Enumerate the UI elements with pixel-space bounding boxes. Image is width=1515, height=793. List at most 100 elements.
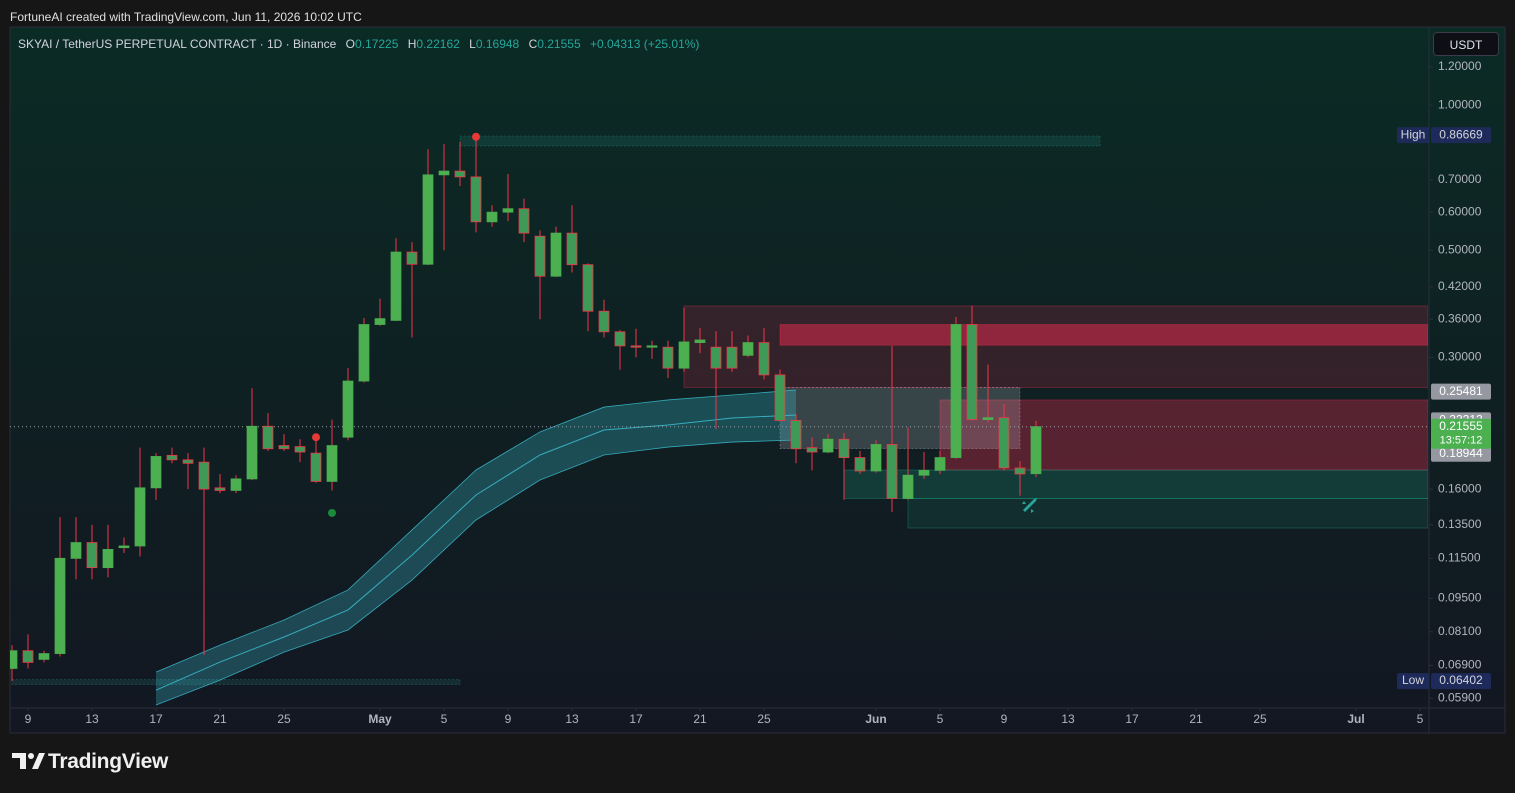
watermark: FortuneAI created with TradingView.com, …	[10, 10, 362, 24]
ohlc-key: C	[528, 37, 538, 51]
candle-body	[166, 454, 178, 461]
candle-body	[534, 235, 546, 277]
candle-body	[454, 170, 466, 178]
ribbon-upper	[155, 389, 797, 673]
candle-body	[630, 345, 642, 348]
zone	[11, 679, 461, 685]
candle-body	[38, 653, 50, 660]
candle-body	[870, 444, 882, 472]
candle-body	[582, 264, 594, 312]
brand-logo	[12, 753, 45, 769]
candle-body	[246, 425, 258, 480]
signal-dot	[312, 433, 320, 442]
candle-body	[262, 425, 274, 450]
candle-body	[22, 650, 34, 663]
y-tick-label: 0.50000	[1438, 243, 1482, 257]
ribbon-middle	[155, 414, 797, 691]
zone	[683, 305, 1428, 388]
countdown: 13:57:12	[1440, 435, 1483, 447]
price-label: 0.18944	[1439, 446, 1483, 460]
candle-body	[902, 474, 914, 499]
y-tick-label: 0.06900	[1438, 658, 1482, 672]
candle-body	[838, 438, 850, 458]
candle-body	[214, 487, 226, 491]
candle-body	[1030, 426, 1042, 475]
y-tick-label: 0.60000	[1438, 204, 1482, 218]
candle-body	[550, 232, 562, 277]
candle-body	[294, 446, 306, 453]
candle-body	[134, 487, 146, 547]
x-tick-label: 17	[629, 712, 643, 726]
extreme-tag: High	[1401, 127, 1426, 141]
candle-body	[854, 457, 866, 472]
rocket-icon	[1022, 498, 1037, 513]
price-label-bg	[1431, 673, 1491, 690]
candle-body	[486, 211, 498, 223]
y-tick-label: 0.30000	[1438, 350, 1482, 364]
y-tick-label: 0.08100	[1438, 624, 1482, 638]
ohlc-value: 0.17225	[355, 37, 399, 51]
price-label-bg	[1431, 383, 1491, 400]
x-tick-label: 9	[505, 712, 512, 726]
price-label: 0.86669	[1439, 127, 1483, 141]
ohlc-key: O	[345, 37, 356, 51]
x-tick-label: Jul	[1347, 712, 1364, 726]
zone	[843, 469, 1428, 499]
x-tick-label: 5	[441, 712, 448, 726]
candle-body	[438, 170, 450, 176]
candle-body	[646, 345, 658, 348]
candle-body	[774, 374, 786, 421]
candle-body	[726, 346, 738, 369]
price-label-bg	[1431, 445, 1491, 462]
x-tick-label: 25	[1253, 712, 1267, 726]
y-tick-label: 0.42000	[1438, 279, 1482, 293]
candle-body	[502, 208, 514, 213]
symbol-name: SKYAI / TetherUS PERPETUAL CONTRACT · 1D…	[18, 37, 337, 51]
x-tick-label: 25	[757, 712, 771, 726]
candle-body	[742, 342, 754, 356]
x-tick-label: 21	[213, 712, 227, 726]
candle-body	[806, 447, 818, 453]
candle-body	[118, 545, 130, 549]
axes: 1.20000 1.00000 0.70000 0.60000 0.50000 0.420…	[25, 59, 1491, 726]
candle-body	[390, 251, 402, 321]
ribbon-area	[156, 389, 796, 706]
candle-body	[54, 557, 66, 654]
signal-dot	[472, 132, 480, 141]
candle-body	[1014, 467, 1026, 475]
ohlc-key: L	[469, 37, 476, 51]
candle-body	[310, 452, 322, 482]
candle-body	[790, 420, 802, 450]
currency-button[interactable]: USDT	[1433, 32, 1499, 56]
last-price-bg	[1431, 418, 1491, 449]
price-label-bg	[1431, 127, 1491, 144]
candle-body	[982, 417, 994, 420]
plot-area	[10, 132, 1428, 706]
candle-body	[886, 444, 898, 499]
y-tick-label: 0.16000	[1438, 481, 1482, 495]
x-tick-label: 5	[1417, 712, 1424, 726]
y-tick-label: 1.00000	[1438, 97, 1482, 111]
ribbon-lower	[155, 439, 797, 706]
ohlc-value: 0.21555	[537, 37, 581, 51]
x-tick-label: Jun	[865, 712, 886, 726]
candle-body	[198, 461, 210, 490]
candle-body	[950, 324, 962, 458]
brand-name: TradingView	[48, 750, 169, 773]
candle-body	[150, 456, 162, 489]
candle-body	[758, 342, 770, 376]
x-tick-label: 17	[1125, 712, 1139, 726]
x-tick-label: 13	[85, 712, 99, 726]
extreme-tag-bg	[1397, 673, 1429, 690]
zone	[779, 387, 1021, 450]
candle-body	[374, 318, 386, 325]
candle-body	[966, 324, 978, 420]
zone	[939, 399, 1428, 471]
candle-body	[86, 542, 98, 569]
price-label: 0.25481	[1439, 384, 1483, 398]
y-tick-label: 1.20000	[1438, 59, 1482, 73]
candle-body	[342, 380, 354, 438]
candle-body	[102, 549, 114, 569]
